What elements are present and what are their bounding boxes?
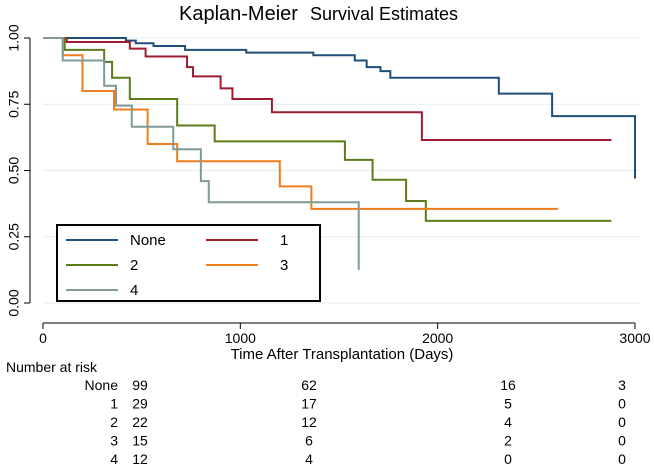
series-line-3 (43, 37, 559, 210)
chart-title-part2: Survival Estimates (310, 4, 458, 24)
risk-count: 99 (132, 377, 148, 393)
risk-count: 22 (132, 414, 148, 430)
risk-count: 0 (504, 451, 512, 467)
x-axis-label: Time After Transplantation (Days) (231, 346, 454, 363)
x-tick-label: 1000 (225, 330, 256, 346)
risk-count: 0 (618, 396, 626, 412)
risk-row-label: 2 (110, 414, 118, 430)
risk-count: 62 (301, 377, 317, 393)
series-line-2 (43, 37, 612, 222)
risk-count: 4 (504, 414, 512, 430)
risk-count: 4 (305, 451, 313, 467)
legend-box (56, 224, 321, 302)
x-tick-label: 0 (39, 330, 47, 346)
y-tick-label: 0.00 (6, 289, 22, 316)
risk-count: 3 (618, 377, 626, 393)
legend-label-2: 2 (130, 257, 138, 274)
legend-label-3: 3 (280, 257, 288, 274)
y-tick-label: 1.00 (6, 24, 22, 51)
risk-count: 12 (132, 451, 148, 467)
risk-count: 0 (618, 433, 626, 449)
y-tick-label: 0.25 (6, 223, 22, 250)
risk-row-label: 3 (110, 433, 118, 449)
risk-row-label: 1 (110, 396, 118, 412)
y-tick-label: 0.50 (6, 157, 22, 184)
risk-count: 6 (305, 433, 313, 449)
risk-count: 29 (132, 396, 148, 412)
risk-count: 16 (500, 377, 516, 393)
risk-count: 0 (618, 414, 626, 430)
risk-count: 5 (504, 396, 512, 412)
risk-count: 0 (618, 451, 626, 467)
y-tick-label: 0.75 (6, 90, 22, 117)
risk-count: 12 (301, 414, 317, 430)
risk-row-label: None (85, 377, 119, 393)
risk-row-label: 4 (110, 451, 118, 467)
series-line-1 (43, 37, 612, 142)
axes: 0.00 0.25 0.50 0.75 1.00 0 1000 2000 3000 (6, 24, 651, 346)
legend-label-1: 1 (280, 232, 288, 249)
x-tick-label: 2000 (422, 330, 453, 346)
legend-label-none: None (130, 232, 166, 249)
legend: None 1 2 3 4 (56, 224, 321, 302)
chart-title-part1: Kaplan-Meier (179, 3, 298, 25)
risk-count: 17 (301, 396, 317, 412)
series-line-4 (43, 37, 360, 270)
legend-label-4: 4 (130, 282, 138, 299)
risk-count: 2 (504, 433, 512, 449)
risk-table-title: Number at risk (6, 359, 98, 375)
risk-count: 15 (132, 433, 148, 449)
series-line-none (43, 37, 636, 179)
x-tick-label: 3000 (619, 330, 650, 346)
series-lines (43, 37, 636, 270)
